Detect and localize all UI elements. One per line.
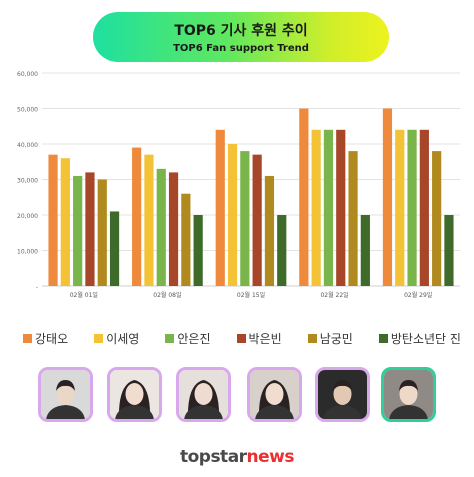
title-banner: TOP6 기사 후원 추이 TOP6 Fan support Trend [93,12,389,62]
bar-1 [299,108,309,286]
bar-4 [168,172,179,286]
bar-2 [395,129,405,286]
y-tick-label: 60,000 [17,71,38,78]
bar-4 [336,129,346,286]
y-tick-label: 20,000 [17,213,38,220]
bar-chart: - 10,000 20,000 30,000 40,000 50,000 60,000 02월… [17,71,460,299]
bar-3 [407,129,417,286]
bar-2 [144,154,154,286]
legend-item: 방탄소년단 진 [378,330,461,347]
bar-5 [432,151,442,286]
x-tick-label: 02월 15일 [237,291,265,299]
bar-6 [109,211,120,286]
bar-5 [181,193,191,286]
actress-photo-icon [176,367,231,422]
legend-swatch [307,333,317,343]
bar-6 [360,215,370,286]
brand-logo-part-a: topstar [179,447,247,467]
legend-swatch [236,333,246,343]
legend-label: 강태오 [35,331,69,346]
bar-1 [132,147,142,286]
bar-1 [48,154,58,286]
bar-1 [215,129,225,286]
bar-5 [97,179,107,286]
legend-item: 안은진 [165,330,210,347]
bar-3 [156,168,166,286]
bar-4 [419,129,429,286]
x-tick-label: 02월 01일 [70,291,98,299]
bar-4 [85,172,95,286]
bar-3 [73,175,83,286]
chart-title: TOP6 기사 후원 추이 [174,23,308,39]
actress-photo-icon [107,367,162,422]
bar-2 [60,158,70,286]
bar-3 [240,151,250,286]
legend-item: 남궁민 [307,330,353,347]
legend-label: 이세영 [106,331,140,346]
x-tick-label: 02월 08일 [153,291,181,299]
bar-4 [252,154,262,286]
bar-6 [193,215,203,286]
legend-label: 안은진 [177,331,211,346]
bar-6 [444,215,454,286]
legend-swatch [94,333,104,343]
bar-3 [323,129,334,286]
bar-6 [277,215,287,286]
legend-label: 방탄소년단 진 [390,331,461,346]
bar-1 [382,108,393,286]
legend-item: 이세영 [94,330,139,347]
legend-swatch [165,333,175,343]
legend-item: 박은빈 [236,330,282,347]
y-tick-label: 40,000 [17,142,38,149]
chart-legend: 강태오 이세영 안은진 박은빈 남궁민 방탄소년단 진 [10,329,474,347]
legend-swatch [23,333,33,343]
y-tick-label: - [36,284,38,291]
bar-2 [311,129,321,286]
singer-photo-icon [381,367,436,422]
brand-logo-part-b: news [246,447,295,467]
legend-label: 남궁민 [319,331,353,346]
bar-2 [227,144,238,286]
bar-5 [264,175,275,286]
actress-photo-icon [247,367,302,422]
chart-subtitle: TOP6 Fan support Trend [173,43,309,54]
legend-item: 강태오 [23,330,68,347]
y-tick-label: 50,000 [17,107,38,114]
brand-logo: topstarnews [0,447,474,467]
y-tick-label: 30,000 [17,178,38,185]
x-tick-label: 02월 29일 [404,291,432,299]
legend-swatch [378,333,388,343]
photo-row [38,367,438,427]
bar-5 [348,151,358,286]
actor-photo-icon [315,367,370,422]
y-tick-label: 10,000 [17,249,38,256]
legend-label: 박은빈 [248,331,282,346]
x-tick-label: 02월 22일 [320,291,348,299]
actor-photo-icon [38,367,93,422]
